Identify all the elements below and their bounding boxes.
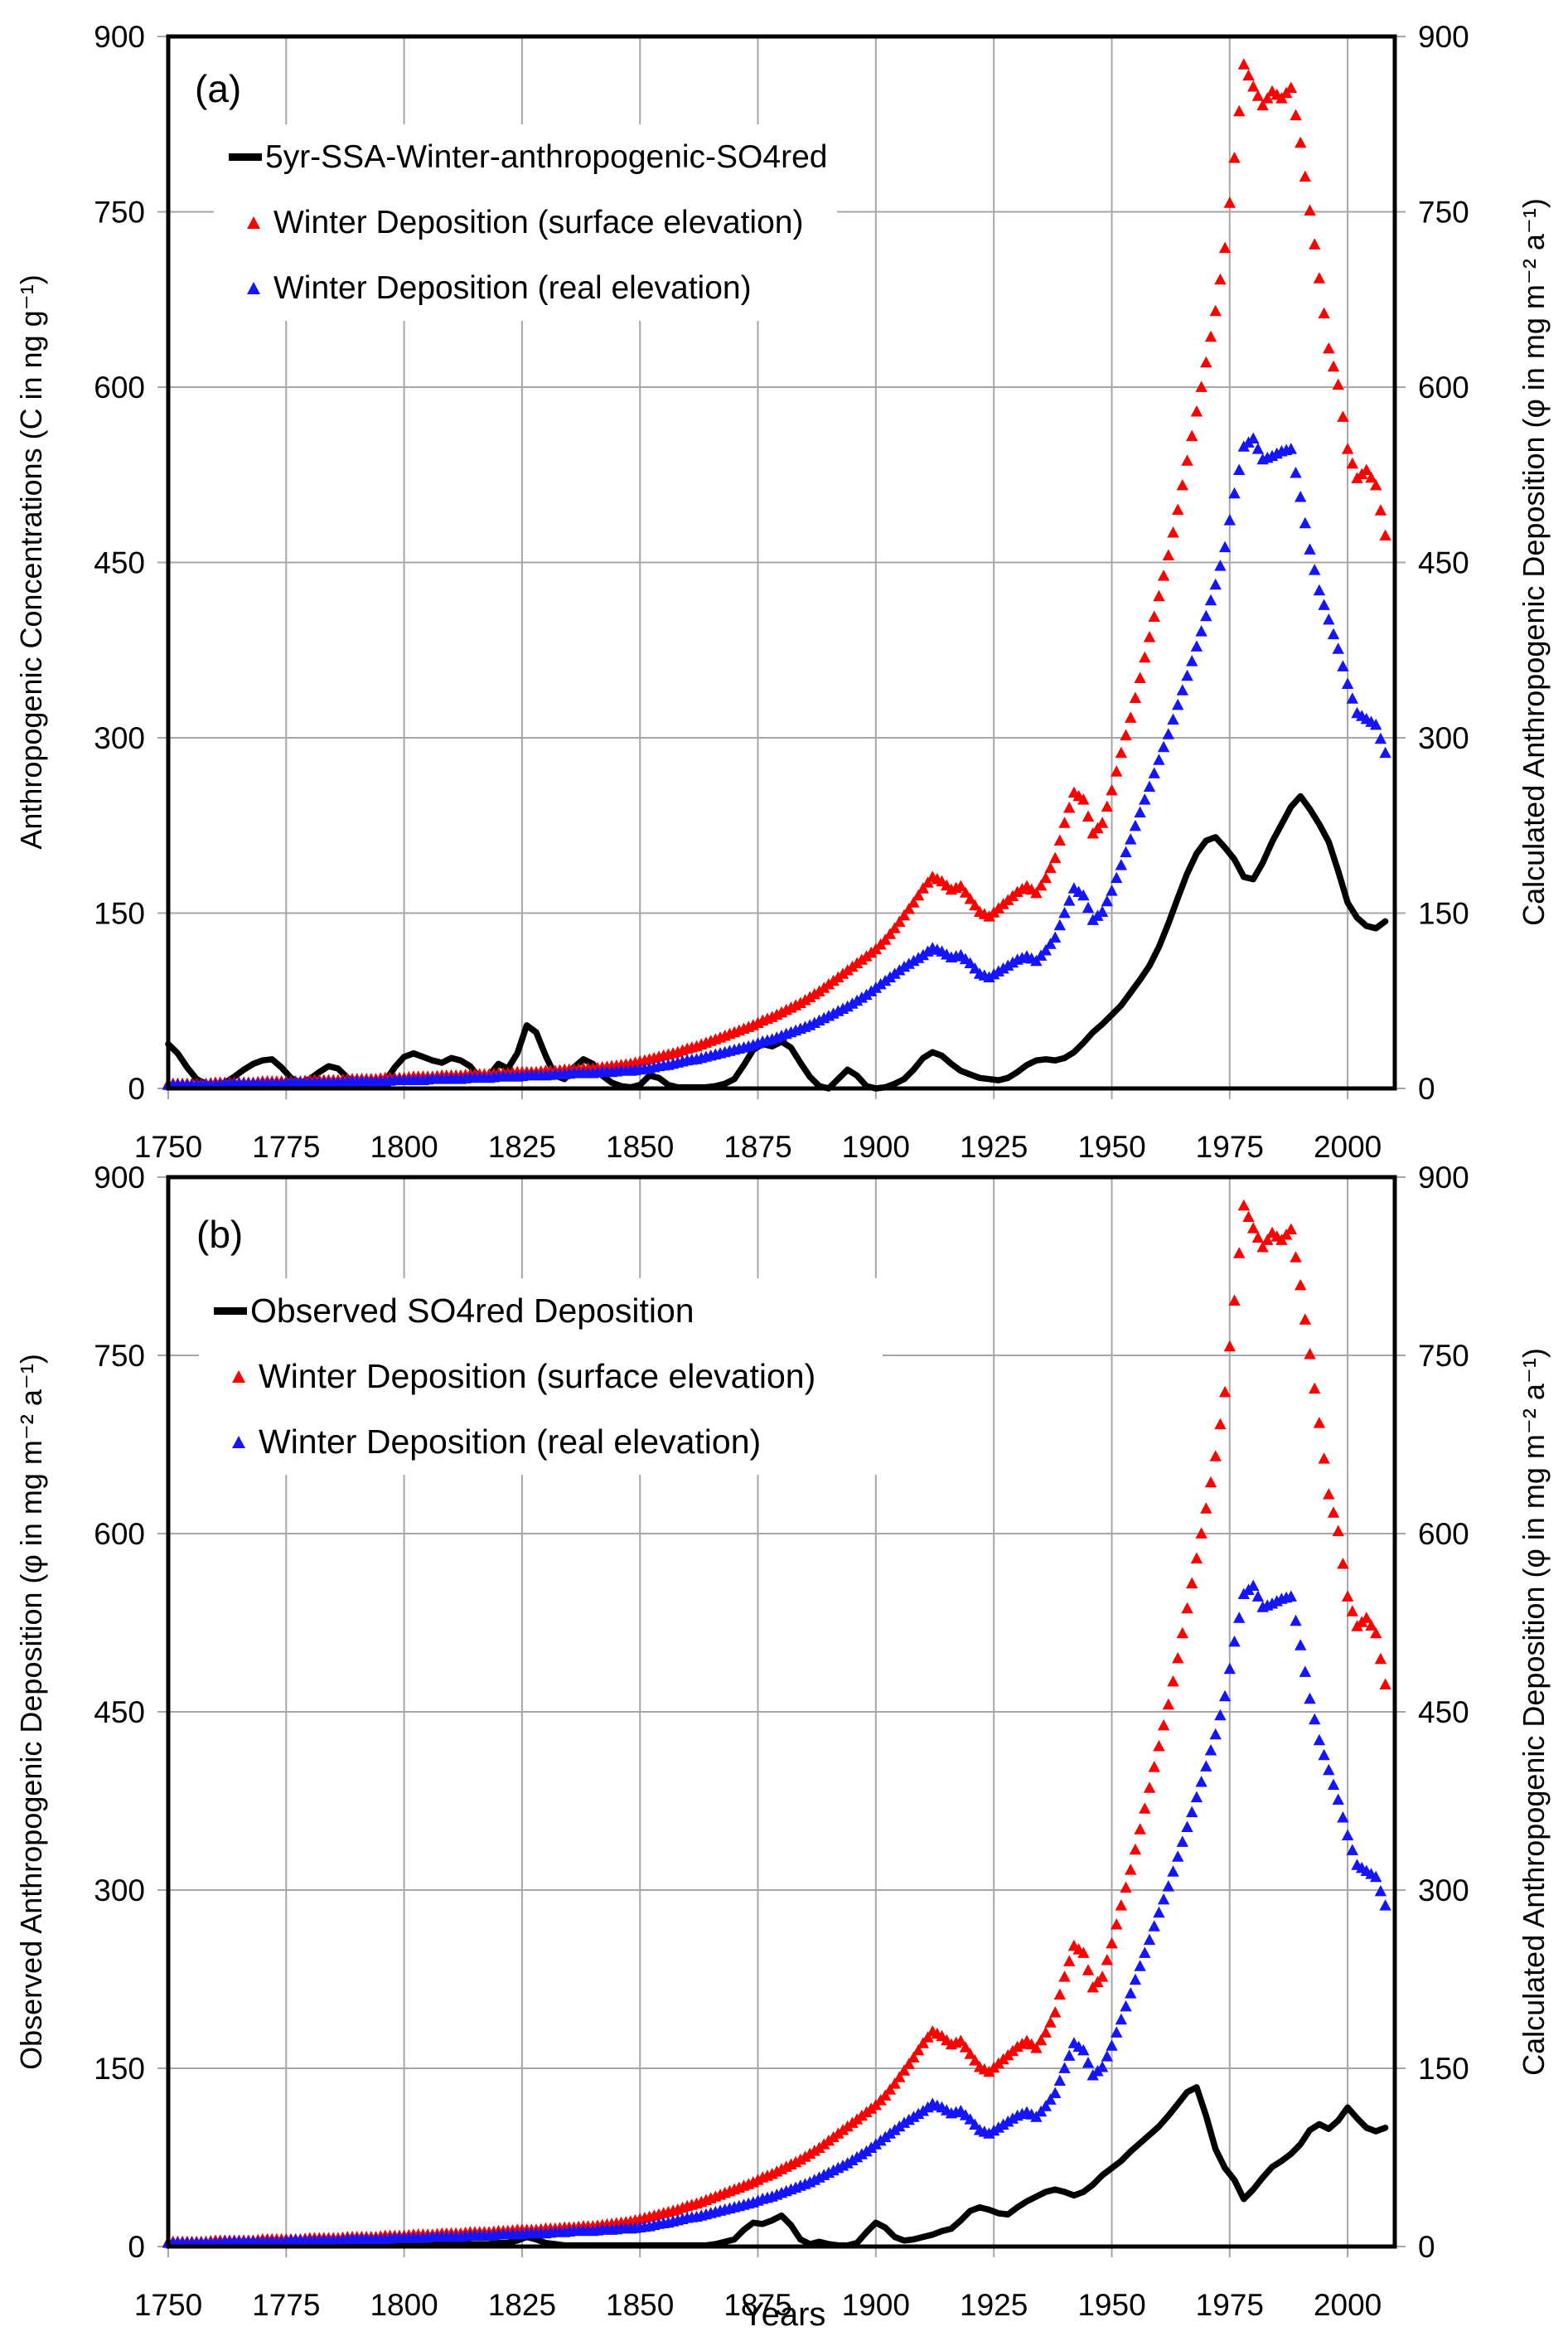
x-tick-label: 1925: [960, 2288, 1028, 2322]
x-axis-title: Years: [742, 2296, 826, 2333]
panel-b-plot: 1750 1775 1800 1825 1850 1875 1900 1925 1950 1975…: [94, 1161, 1469, 2322]
plot-frame: [166, 34, 1397, 1091]
panel-b-legend: Observed SO4red Deposition Winter Deposi…: [199, 1278, 883, 1475]
y-tick-label-left: 750: [94, 1339, 145, 1373]
y-tick-label-right: 900: [1418, 1161, 1469, 1195]
y-tick-label-right: 450: [1418, 546, 1469, 580]
x-tick-label: 1900: [842, 1130, 910, 1164]
y-tick-label-right: 0: [1418, 1072, 1435, 1106]
x-tick-label: 1800: [370, 1130, 438, 1164]
y-tick-label-right: 300: [1418, 721, 1469, 755]
x-tick-label: 1950: [1077, 1130, 1145, 1164]
y-tick-label-left: 300: [94, 721, 145, 755]
series-triangles: [162, 432, 1391, 1090]
blue-triangle-marker-icon: [247, 282, 260, 294]
y-tick-label-left: 300: [94, 1873, 145, 1907]
panel-b-left-axis-title: Observed Anthropogenic Deposition (φ in …: [14, 1354, 48, 2070]
panel-a-left-axis-title: Anthropogenic Concentrations (C in ng g⁻…: [14, 274, 48, 850]
legend-item-ssa-line: 5yr-SSA-Winter-anthropogenic-SO4red: [214, 124, 837, 190]
x-tick-label: 1925: [960, 1130, 1028, 1164]
x-tick-label: 1750: [134, 1130, 202, 1164]
red-triangle-marker-icon: [247, 216, 260, 229]
x-tick-label: 1975: [1196, 1130, 1264, 1164]
panel-a-letter: (a): [195, 67, 242, 110]
y-tick-label-right: 150: [1418, 2052, 1469, 2086]
legend-label: Winter Deposition (surface elevation): [259, 1357, 816, 1395]
panel-b-right-axis-title: Calculated Anthropogenic Deposition (φ i…: [1517, 1348, 1551, 2076]
series-line: [165, 793, 1389, 1092]
x-tick-label: 1900: [842, 2288, 910, 2322]
blue-triangle-marker-icon: [232, 1436, 245, 1448]
legend-item-real-deposition: Winter Deposition (real elevation): [214, 255, 837, 321]
y-tick-label-right: 600: [1418, 371, 1469, 405]
y-tick-label-right: 300: [1418, 1873, 1469, 1907]
panel-b-letter: (b): [196, 1213, 244, 1256]
y-tick-label-left: 0: [128, 1072, 145, 1106]
y-tick-label-left: 750: [94, 196, 145, 230]
y-tick-label-right: 900: [1418, 20, 1469, 54]
x-tick-label: 2000: [1314, 1130, 1382, 1164]
series-triangles: [162, 1579, 1391, 2248]
legend-item-real-deposition: Winter Deposition (real elevation): [199, 1409, 883, 1475]
legend-item-surface-deposition: Winter Deposition (surface elevation): [214, 190, 837, 255]
x-tick-label: 1825: [488, 2288, 556, 2322]
x-tick-label: 1750: [134, 2288, 202, 2322]
x-tick-label: 1775: [252, 1130, 320, 1164]
black-line-sample-icon: [229, 153, 262, 161]
y-tick-label-left: 600: [94, 371, 145, 405]
y-tick-label-right: 600: [1418, 1517, 1469, 1551]
y-tick-label-left: 0: [128, 2230, 145, 2264]
x-tick-label: 1850: [606, 2288, 674, 2322]
x-tick-label: 1975: [1196, 2288, 1264, 2322]
x-tick-label: 1850: [606, 1130, 674, 1164]
plot-frame: [166, 1175, 1397, 2249]
red-triangle-marker-icon: [232, 1370, 245, 1383]
y-tick-label-right: 450: [1418, 1695, 1469, 1729]
x-tick-label: 1875: [724, 2288, 791, 2322]
y-tick-label-left: 900: [94, 20, 145, 54]
y-tick-label-right: 750: [1418, 196, 1469, 230]
y-tick-label-left: 150: [94, 897, 145, 931]
y-tick-label-right: 0: [1418, 2230, 1435, 2264]
legend-item-observed-line: Observed SO4red Deposition: [199, 1278, 883, 1344]
y-tick-label-left: 900: [94, 1161, 145, 1195]
x-tick-label: 1775: [252, 2288, 320, 2322]
legend-label: Observed SO4red Deposition: [250, 1292, 694, 1330]
y-tick-label-left: 450: [94, 546, 145, 580]
y-tick-label-right: 750: [1418, 1339, 1469, 1373]
x-tick-label: 1825: [488, 1130, 556, 1164]
legend-label: 5yr-SSA-Winter-anthropogenic-SO4red: [265, 138, 828, 175]
x-tick-label: 1800: [370, 2288, 438, 2322]
x-tick-label: 1950: [1077, 2288, 1145, 2322]
y-tick-label-left: 150: [94, 2052, 145, 2086]
y-tick-label-right: 150: [1418, 897, 1469, 931]
y-tick-label-left: 450: [94, 1695, 145, 1729]
x-tick-label: 1875: [724, 1130, 791, 1164]
legend-label: Winter Deposition (real elevation): [273, 269, 752, 306]
x-tick-label: 2000: [1314, 2288, 1382, 2322]
legend-label: Winter Deposition (surface elevation): [273, 204, 804, 240]
panel-a-legend: 5yr-SSA-Winter-anthropogenic-SO4red Wint…: [214, 124, 837, 321]
black-line-sample-icon: [214, 1307, 247, 1315]
legend-item-surface-deposition: Winter Deposition (surface elevation): [199, 1344, 883, 1409]
legend-label: Winter Deposition (real elevation): [259, 1423, 762, 1461]
y-tick-label-left: 600: [94, 1517, 145, 1551]
panel-a-right-axis-title: Calculated Anthropogenic Deposition (φ i…: [1517, 198, 1551, 926]
